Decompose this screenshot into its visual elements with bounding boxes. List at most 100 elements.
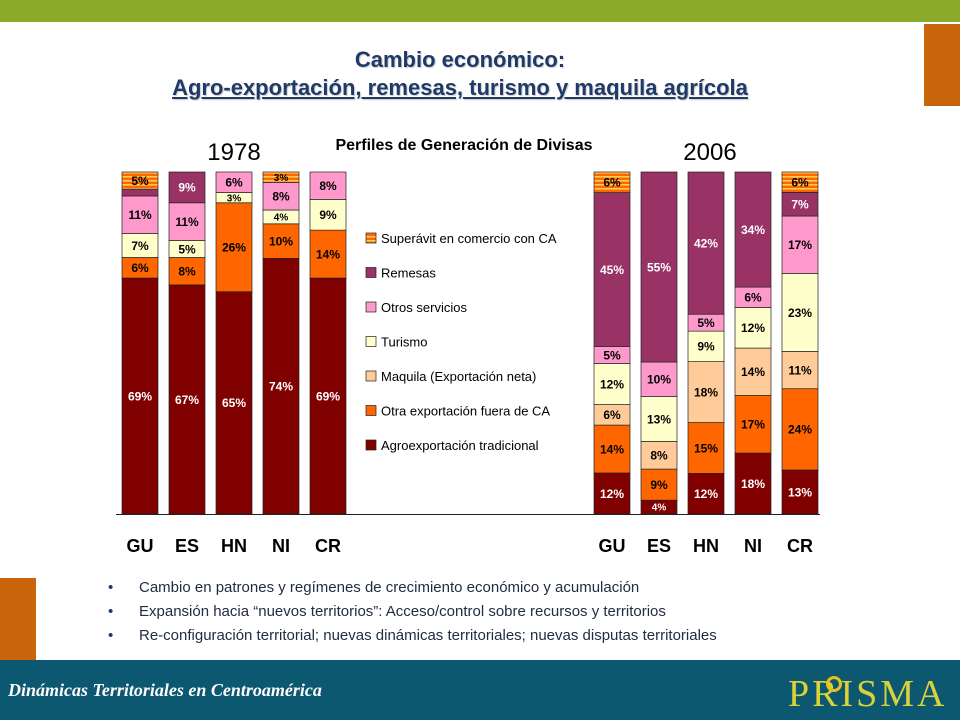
data-label: 11% (175, 215, 199, 229)
data-label: 5% (131, 174, 149, 188)
data-label: 8% (178, 265, 196, 279)
category-label-gu: GU (127, 536, 154, 556)
bar-segment-otros-servicios (121, 195, 159, 234)
left-accent-block (0, 578, 36, 660)
data-label: 74% (269, 380, 293, 394)
footer-bar: Dinámicas Territoriales en Centroamérica… (0, 660, 960, 720)
category-label-cr: CR (787, 536, 813, 556)
data-label: 9% (319, 208, 337, 222)
prisma-logo: PRISMA (788, 673, 948, 715)
bar-segment-agroexportacion-tradicional (215, 291, 253, 515)
legend-label-superavit-en-comercio-con-ca: Superávit en comercio con CA (381, 231, 557, 246)
data-label: 6% (791, 175, 809, 189)
legend-swatch-agroexportacion-tradicional (365, 439, 377, 451)
data-label: 6% (744, 291, 762, 305)
bar-segment-otra-exportacion-fuera-de-ca (781, 388, 819, 471)
legend-swatch-turismo (365, 336, 377, 347)
legend-label-agroexportacion-tradicional: Agroexportación tradicional (381, 438, 539, 453)
category-label-ni: NI (272, 536, 290, 556)
legend-label-otra-exportacion-fuera-de-ca: Otra exportación fuera de CA (381, 404, 550, 419)
bar-segment-otra-exportacion-fuera-de-ca (640, 468, 678, 501)
data-label: 11% (788, 363, 812, 377)
data-label: 5% (697, 316, 715, 330)
legend-label-turismo: Turismo (381, 335, 427, 350)
data-label: 6% (131, 261, 149, 275)
bar-segment-otra-exportacion-fuera-de-ca (734, 395, 772, 454)
year-label-2006: 2006 (683, 139, 736, 166)
bar-segment-agroexportacion-tradicional (593, 472, 631, 515)
bar-segment-otros-servicios (262, 182, 300, 211)
data-label: 23% (788, 306, 812, 320)
bar-segment-remesas (687, 171, 725, 315)
legend-label-maquila-exportacion-neta: Maquila (Exportación neta) (381, 369, 536, 384)
data-label: 5% (178, 242, 196, 256)
data-label: 13% (788, 485, 812, 499)
bar-segment-superavit-en-comercio-con-ca (593, 171, 631, 193)
bar-segment-remesas (168, 171, 206, 204)
data-label: 18% (694, 385, 718, 399)
bar-segment-otros-servicios (309, 171, 347, 200)
data-label: 6% (225, 176, 243, 190)
bar-segment-otros-servicios (215, 171, 253, 193)
bar-segment-agroexportacion-tradicional (309, 277, 347, 515)
data-label: 14% (316, 247, 340, 261)
top-right-accent-block (924, 24, 960, 106)
data-label: 67% (175, 393, 199, 407)
bar-segment-maquila-exportacion-neta (734, 347, 772, 396)
legend-swatch-maquila-exportacion-neta (365, 370, 377, 382)
data-label: 7% (131, 239, 149, 253)
data-label: 8% (319, 179, 337, 193)
divisas-chart: Perfiles de Generación de Divisas 1978 69%… (116, 137, 820, 556)
data-label: 4% (652, 503, 667, 514)
data-label: 18% (741, 477, 765, 491)
data-label: 9% (697, 340, 715, 354)
bar-segment-superavit-en-comercio-con-ca (121, 171, 159, 190)
data-label: 69% (128, 389, 152, 403)
data-label: 45% (600, 263, 624, 277)
data-label: 10% (647, 373, 671, 387)
data-label: 69% (316, 389, 340, 403)
data-label: 34% (741, 223, 765, 237)
data-label: 15% (694, 441, 718, 455)
data-label: 8% (272, 190, 290, 204)
data-label: 3% (274, 173, 289, 184)
sun-icon (826, 676, 842, 692)
data-label: 26% (222, 241, 246, 255)
category-label-hn: HN (221, 536, 247, 556)
top-accent-bar (0, 0, 960, 22)
data-label: 13% (647, 412, 671, 426)
slide-title: Cambio económico: Agro-exportación, reme… (0, 46, 920, 102)
bar-segment-turismo (687, 330, 725, 362)
bar-segment-otra-exportacion-fuera-de-ca (168, 257, 206, 286)
category-label-cr: CR (315, 536, 341, 556)
data-label: 42% (694, 236, 718, 250)
data-label: 17% (788, 238, 812, 252)
bar-segment-turismo (640, 396, 678, 442)
bar-segment-agroexportacion-tradicional (168, 284, 206, 515)
bar-segment-otra-exportacion-fuera-de-ca (309, 229, 347, 279)
chart-title: Perfiles de Generación de Divisas (335, 137, 592, 154)
data-label: 12% (600, 377, 624, 391)
category-label-ni: NI (744, 536, 762, 556)
bar-segment-otros-servicios (781, 215, 819, 274)
bullet-item: Re-configuración territorial; nuevas din… (108, 624, 898, 648)
data-label: 55% (647, 260, 671, 274)
slide-title-line1: Cambio económico: (354, 47, 566, 72)
bar-segment-otra-exportacion-fuera-de-ca (687, 422, 725, 474)
bar-segment-otra-exportacion-fuera-de-ca (215, 202, 253, 293)
slide-title-line2: Agro-exportación, remesas, turismo y maq… (172, 75, 748, 100)
data-label: 12% (694, 487, 718, 501)
data-label: 6% (603, 408, 621, 422)
data-label: 12% (600, 487, 624, 501)
data-label: 9% (650, 478, 668, 492)
bar-segment-turismo (781, 273, 819, 352)
legend-swatch-remesas (365, 267, 377, 278)
data-label: 17% (741, 418, 765, 432)
footer-text: Dinámicas Territoriales en Centroamérica (8, 680, 322, 700)
bar-segment-turismo (309, 199, 347, 231)
year-label-1978: 1978 (207, 139, 260, 166)
data-label: 3% (227, 193, 242, 204)
legend-label-otros-servicios: Otros servicios (381, 300, 467, 315)
data-label: 6% (603, 176, 621, 190)
bar-segment-agroexportacion-tradicional (687, 473, 725, 515)
